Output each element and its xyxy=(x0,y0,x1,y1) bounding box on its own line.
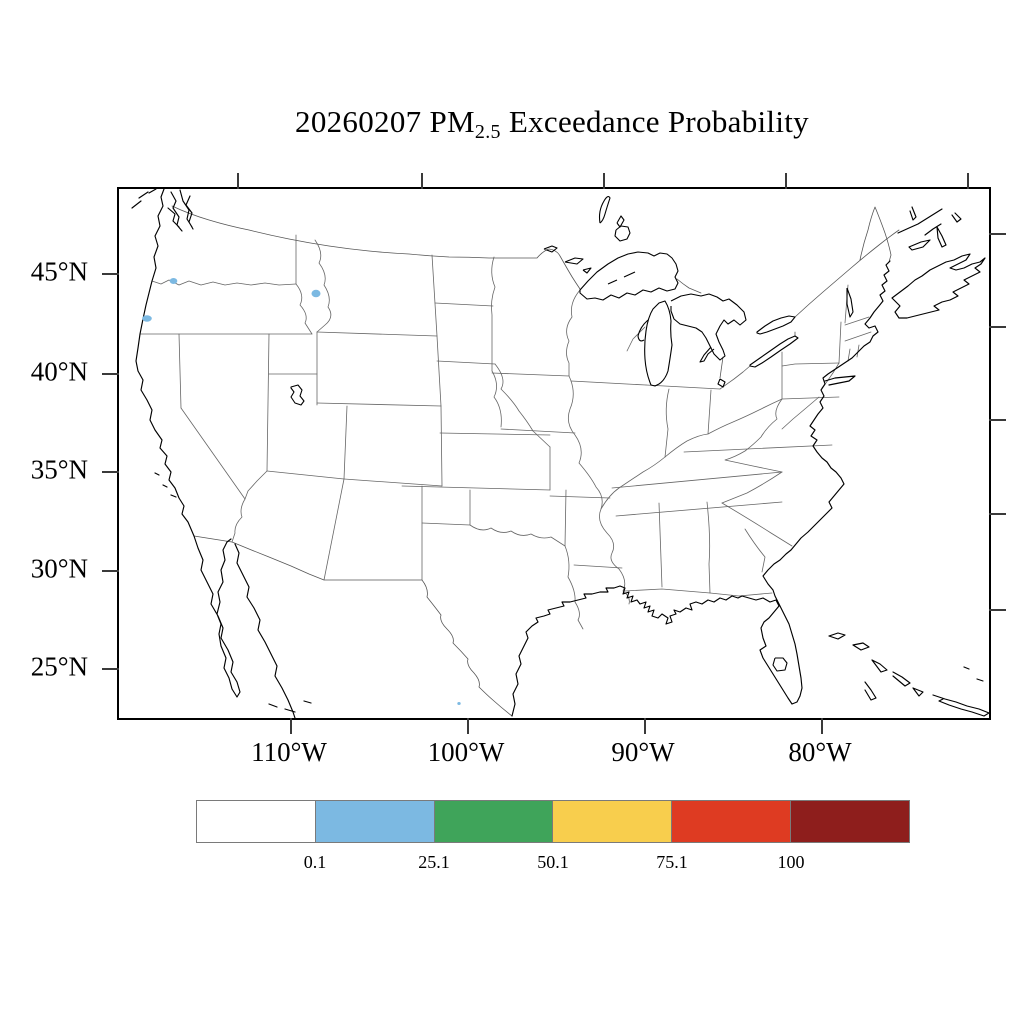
x-axis-top-tick xyxy=(237,173,239,189)
colorbar-label-100: 100 xyxy=(777,852,805,872)
colorbar-segment-2 xyxy=(314,801,434,842)
colorbar-label-75.1: 75.1 xyxy=(656,852,688,872)
map-plot-frame xyxy=(102,173,1006,734)
x-axis-tick xyxy=(467,718,469,734)
colorbar-segment-4 xyxy=(552,801,672,842)
probability-markers xyxy=(142,278,461,705)
colorbar-label-0.1: 0.1 xyxy=(303,852,327,872)
y-axis-right-tick xyxy=(989,419,1006,421)
x-axis-tick xyxy=(644,718,646,734)
y-tick-label-25n: 25°N xyxy=(30,651,88,682)
colorbar-segment-1 xyxy=(197,801,315,842)
state-border-lines xyxy=(139,234,872,630)
data-blob-mexico xyxy=(457,702,461,705)
x-axis-top-tick xyxy=(785,173,787,189)
title-subscript: 2.5 xyxy=(474,121,501,143)
data-blob-oregon-columbia xyxy=(169,278,178,284)
y-axis-right-tick xyxy=(989,513,1006,515)
x-axis-top-tick xyxy=(603,173,605,189)
y-axis-tick xyxy=(102,471,119,473)
y-axis-right-tick xyxy=(989,233,1006,235)
x-tick-label-100w: 100°W xyxy=(427,737,505,767)
title-prefix: 20260207 PM xyxy=(295,104,475,139)
y-axis-right-tick xyxy=(989,609,1006,611)
data-blob-montana xyxy=(311,289,321,298)
x-axis-top-tick xyxy=(967,173,969,189)
y-tick-label-30n: 30°N xyxy=(30,553,88,584)
us-map xyxy=(131,189,989,718)
colorbar xyxy=(196,800,910,843)
x-tick-label-80w: 80°W xyxy=(788,737,852,767)
x-axis-tick xyxy=(290,718,292,734)
y-axis-right-tick xyxy=(989,326,1006,328)
x-tick-label-110w: 110°W xyxy=(251,737,327,767)
colorbar-segment-3 xyxy=(433,801,553,842)
y-tick-label-35n: 35°N xyxy=(30,454,88,485)
y-tick-label-45n: 45°N xyxy=(30,256,88,287)
colorbar-segment-6 xyxy=(790,801,909,842)
y-axis-tick xyxy=(102,373,119,375)
colorbar-segment-5 xyxy=(671,801,791,842)
x-tick-label-90w: 90°W xyxy=(611,737,675,767)
y-axis-tick xyxy=(102,570,119,572)
data-blob-oregon-coast xyxy=(142,315,152,322)
y-axis-tick xyxy=(102,668,119,670)
title-suffix: Exceedance Probability xyxy=(500,104,809,139)
coastline-lines xyxy=(131,189,989,718)
country-border-lines xyxy=(171,205,900,717)
x-axis-tick xyxy=(821,718,823,734)
colorbar-label-50.1: 50.1 xyxy=(537,852,569,872)
x-axis-top-tick xyxy=(421,173,423,189)
y-tick-label-40n: 40°N xyxy=(30,356,88,387)
colorbar-label-25.1: 25.1 xyxy=(418,852,450,872)
plot-title: 20260207 PM2.5 Exceedance Probability xyxy=(117,104,987,144)
y-axis-tick xyxy=(102,273,119,275)
